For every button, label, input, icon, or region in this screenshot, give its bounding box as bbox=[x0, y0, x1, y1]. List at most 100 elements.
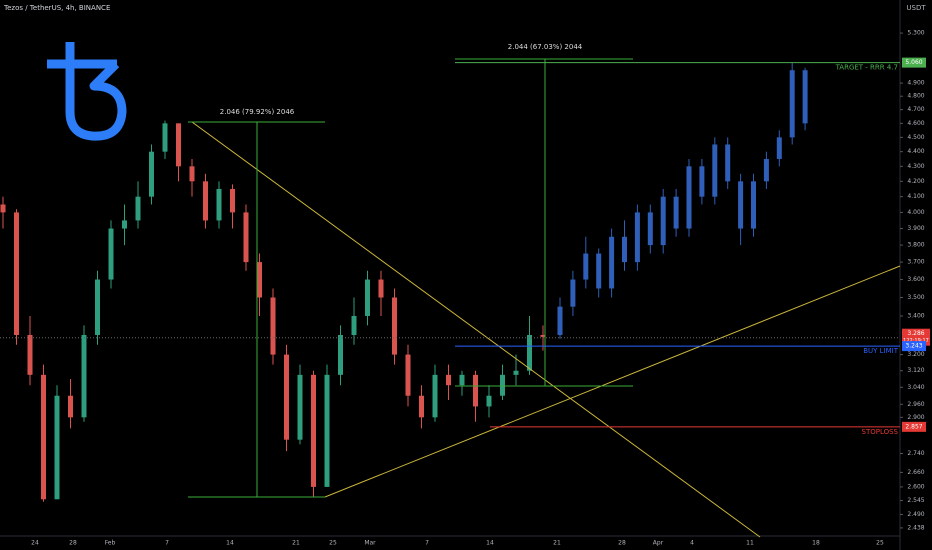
candle-body bbox=[660, 196, 666, 246]
y-tick-label: 3.900 bbox=[907, 225, 924, 232]
candle-body bbox=[699, 166, 705, 197]
candle bbox=[527, 315, 532, 375]
candle bbox=[570, 270, 576, 316]
logo bbox=[47, 42, 127, 141]
candle bbox=[149, 144, 154, 205]
candle bbox=[647, 204, 653, 254]
candle bbox=[257, 253, 262, 316]
candle bbox=[712, 137, 718, 205]
candle bbox=[622, 220, 627, 271]
y-tick-label: 2.900 bbox=[907, 414, 924, 421]
candle-body bbox=[673, 196, 679, 229]
y-tick-label: 3.040 bbox=[907, 384, 924, 391]
candle bbox=[583, 236, 589, 289]
x-tick-label: 7 bbox=[165, 540, 169, 547]
x-tick-label: 4 bbox=[690, 540, 694, 547]
candle-body bbox=[647, 212, 653, 246]
x-tick-label: 21 bbox=[553, 540, 561, 547]
candle bbox=[189, 158, 195, 197]
price-tag bbox=[902, 57, 926, 68]
candle bbox=[311, 370, 316, 497]
candle bbox=[405, 344, 411, 407]
candle-body bbox=[338, 334, 343, 375]
currency-label: USDT bbox=[906, 4, 926, 12]
candle bbox=[338, 325, 343, 386]
candle bbox=[673, 188, 679, 237]
price-tag-label: 5.060 bbox=[905, 59, 922, 66]
candle bbox=[660, 188, 666, 254]
candle-body bbox=[176, 123, 181, 167]
price-tag-label: 2.857 bbox=[905, 423, 922, 430]
drawings: 2.046 (79.92%) 2046 2.044 (67.03%) 2044 bbox=[188, 43, 901, 538]
price-tag-label: 3.243 bbox=[905, 343, 922, 350]
y-tick-label: 3.500 bbox=[907, 294, 924, 301]
level-label: BUY LIMIT bbox=[863, 347, 898, 355]
candle-body bbox=[776, 137, 782, 159]
candle-body bbox=[622, 236, 627, 263]
y-tick-label: 3.700 bbox=[907, 259, 924, 266]
y-tick-label: 2.438 bbox=[907, 524, 924, 531]
candle bbox=[763, 151, 769, 189]
candle-body bbox=[54, 395, 60, 500]
x-tick-label: 14 bbox=[226, 540, 234, 547]
candle bbox=[216, 181, 222, 229]
price-tag-label: 3.286 bbox=[907, 330, 924, 337]
candle-body bbox=[527, 334, 532, 371]
price-tag bbox=[902, 421, 926, 432]
candle-body bbox=[596, 253, 602, 289]
y-tick-label: 3.800 bbox=[907, 242, 924, 249]
measure-label: 2.046 (79.92%) 2046 bbox=[220, 108, 295, 116]
candle bbox=[751, 173, 756, 237]
candle bbox=[365, 270, 370, 326]
candle bbox=[270, 288, 276, 365]
candle-body bbox=[122, 220, 127, 229]
candle bbox=[699, 158, 705, 205]
candle-body bbox=[540, 334, 546, 337]
candle-body bbox=[405, 354, 411, 396]
candle bbox=[609, 228, 615, 298]
candle-body bbox=[257, 262, 262, 298]
candle bbox=[324, 364, 330, 487]
y-tick-label: 5.300 bbox=[907, 30, 924, 37]
y-tick-label: 2.740 bbox=[907, 450, 924, 457]
y-tick-label: 4.300 bbox=[907, 163, 924, 170]
candle-body bbox=[500, 374, 505, 396]
y-tick-label: 3.600 bbox=[907, 276, 924, 283]
y-tick-label: 3.200 bbox=[907, 351, 924, 358]
y-tick-label: 3.400 bbox=[907, 312, 924, 319]
x-tick-label: 11 bbox=[746, 540, 754, 547]
candle-body bbox=[473, 374, 478, 407]
y-tick-label: 4.000 bbox=[907, 209, 924, 216]
x-tick-label: 25 bbox=[876, 540, 884, 547]
candle bbox=[789, 62, 795, 145]
candle bbox=[68, 378, 73, 429]
tezos-logo bbox=[47, 42, 127, 141]
x-tick-label: 21 bbox=[292, 540, 300, 547]
candle-body bbox=[297, 374, 303, 440]
candle-body bbox=[378, 279, 384, 298]
candle-body bbox=[14, 212, 19, 335]
candle-body bbox=[751, 181, 756, 229]
candle bbox=[243, 204, 249, 271]
candle bbox=[725, 137, 731, 189]
y-tick-label: 4.500 bbox=[907, 134, 924, 141]
candle-body bbox=[738, 181, 744, 229]
candle-body bbox=[68, 395, 73, 418]
y-tick-label: 4.800 bbox=[907, 93, 924, 100]
candle bbox=[0, 196, 6, 229]
y-tick-label: 2.600 bbox=[907, 483, 924, 490]
candle bbox=[95, 270, 100, 345]
candle-body bbox=[392, 297, 397, 355]
candle-body bbox=[789, 70, 795, 138]
candle bbox=[419, 385, 424, 429]
candle bbox=[54, 385, 60, 500]
candle-body bbox=[432, 374, 438, 418]
y-tick-label: 2.960 bbox=[907, 401, 924, 408]
candle-body bbox=[570, 279, 576, 307]
candle-body bbox=[135, 196, 141, 221]
candle-body bbox=[270, 297, 276, 355]
price-tag bbox=[902, 341, 926, 352]
candle-body bbox=[324, 374, 330, 487]
candle bbox=[284, 344, 289, 452]
